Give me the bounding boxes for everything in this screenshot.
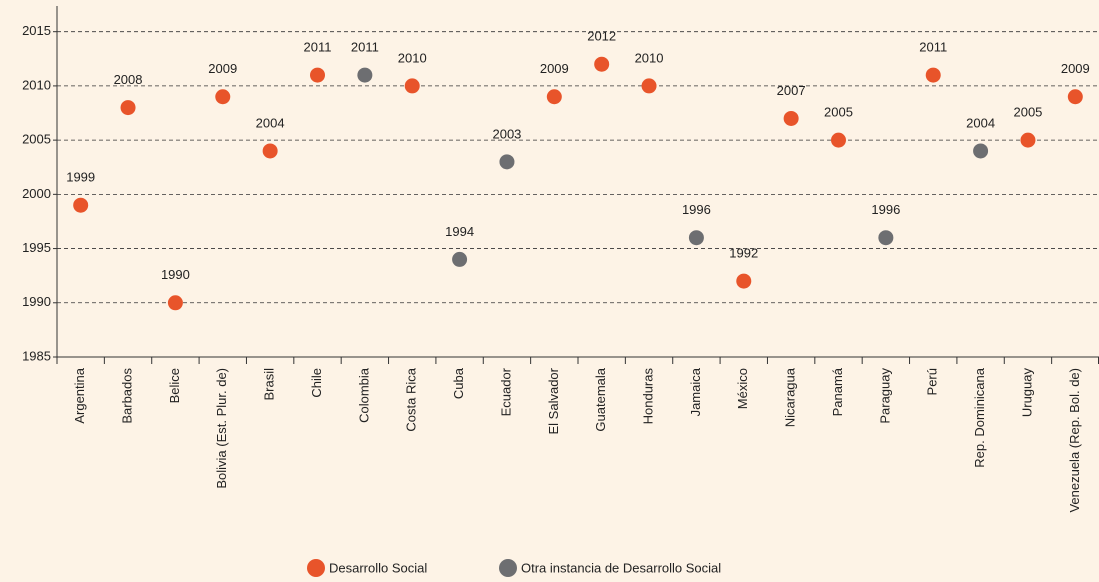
dot bbox=[641, 78, 657, 94]
data-label: 1996 bbox=[871, 202, 900, 217]
data-label: 1990 bbox=[161, 267, 190, 282]
x-tick-label: Cuba bbox=[451, 367, 466, 399]
data-label: 2010 bbox=[398, 50, 427, 65]
data-label: 2011 bbox=[919, 40, 947, 55]
x-tick-label: Panamá bbox=[830, 367, 845, 416]
data-label: 2009 bbox=[540, 61, 569, 76]
x-tick-label: México bbox=[735, 368, 750, 409]
data-label: 2008 bbox=[114, 72, 143, 87]
y-tick-label: 2005 bbox=[22, 132, 51, 147]
dot bbox=[120, 100, 136, 116]
x-tick-label: Barbados bbox=[119, 368, 134, 424]
data-label: 1992 bbox=[729, 246, 758, 261]
x-tick-label: Nicaragua bbox=[783, 367, 798, 427]
dot bbox=[73, 197, 89, 213]
dot bbox=[262, 143, 278, 159]
x-tick-label: Costa Rica bbox=[404, 367, 419, 431]
dot bbox=[1020, 132, 1036, 148]
dot bbox=[404, 78, 420, 94]
dot bbox=[215, 89, 231, 105]
data-label: 2003 bbox=[492, 126, 521, 141]
dot bbox=[499, 154, 515, 170]
data-label: 2009 bbox=[208, 61, 237, 76]
dot bbox=[973, 143, 989, 159]
dot bbox=[546, 89, 562, 105]
data-label: 2007 bbox=[777, 83, 806, 98]
y-tick-label: 2000 bbox=[22, 186, 51, 201]
legend-swatch bbox=[499, 559, 517, 577]
x-tick-label: Jamaica bbox=[688, 367, 703, 416]
x-tick-label: Ecuador bbox=[498, 367, 513, 416]
x-tick-label: Brasil bbox=[262, 368, 277, 401]
data-label: 2011 bbox=[304, 40, 332, 55]
data-label: 2004 bbox=[256, 115, 285, 130]
data-label: 1994 bbox=[445, 224, 474, 239]
x-tick-label: Perú bbox=[925, 368, 940, 395]
data-label: 1999 bbox=[66, 170, 95, 185]
dot bbox=[452, 251, 468, 267]
data-label: 2004 bbox=[966, 115, 995, 130]
x-tick-label: Belice bbox=[167, 368, 182, 403]
dot bbox=[594, 56, 610, 72]
legend-label: Desarrollo Social bbox=[329, 560, 427, 575]
dot bbox=[878, 230, 894, 246]
data-label: 2011 bbox=[351, 40, 379, 55]
x-tick-label: Colombia bbox=[356, 367, 371, 423]
dot bbox=[688, 230, 704, 246]
x-tick-label: Honduras bbox=[640, 368, 655, 425]
data-label: 2005 bbox=[824, 105, 853, 120]
y-tick-label: 1995 bbox=[22, 240, 51, 255]
y-tick-label: 1990 bbox=[22, 294, 51, 309]
x-tick-label: Paraguay bbox=[877, 368, 892, 424]
y-tick-label: 2015 bbox=[22, 23, 51, 38]
dot bbox=[925, 67, 941, 83]
data-label: 2012 bbox=[587, 29, 616, 44]
dot bbox=[1067, 89, 1083, 105]
x-tick-label: Rep. Dominicana bbox=[972, 367, 987, 467]
y-tick-label: 1985 bbox=[22, 348, 51, 363]
data-label: 2005 bbox=[1013, 105, 1042, 120]
data-label: 2009 bbox=[1061, 61, 1090, 76]
dot bbox=[783, 110, 799, 126]
legend-swatch bbox=[307, 559, 325, 577]
data-label: 2010 bbox=[635, 50, 664, 65]
x-tick-label: Guatemala bbox=[593, 367, 608, 431]
legend-label: Otra instancia de Desarrollo Social bbox=[521, 560, 721, 575]
x-tick-label: Venezuela (Rep. Bol. de) bbox=[1067, 368, 1082, 513]
x-tick-label: El Salvador bbox=[546, 367, 561, 434]
data-label: 1996 bbox=[682, 202, 711, 217]
x-tick-label: Bolivia (Est. Plur. de) bbox=[214, 368, 229, 489]
dot bbox=[831, 132, 846, 148]
y-tick-label: 2010 bbox=[22, 77, 51, 92]
dot bbox=[357, 67, 373, 83]
dot bbox=[736, 273, 752, 289]
dot bbox=[167, 295, 183, 311]
x-tick-label: Argentina bbox=[72, 367, 87, 423]
x-tick-label: Chile bbox=[309, 368, 324, 398]
x-tick-label: Uruguay bbox=[1019, 368, 1034, 418]
dot bbox=[310, 67, 325, 83]
